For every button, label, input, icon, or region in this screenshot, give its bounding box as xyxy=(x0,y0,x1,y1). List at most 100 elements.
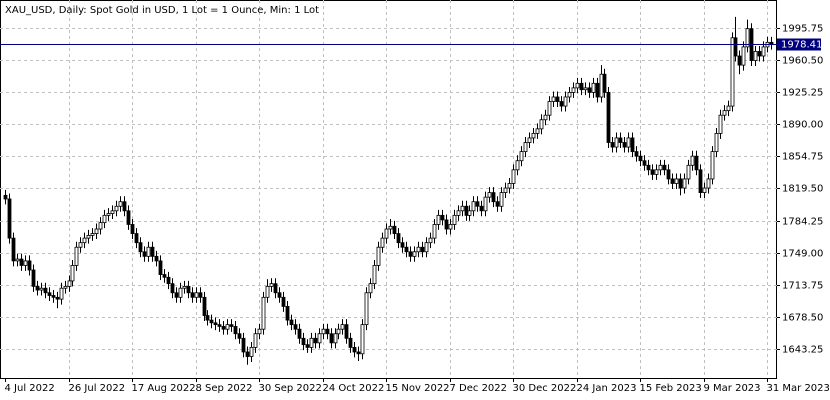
candle-body xyxy=(666,169,671,180)
candle-body xyxy=(579,82,584,91)
candle-body xyxy=(178,287,183,298)
candle-body xyxy=(706,178,711,189)
candle-body xyxy=(730,37,735,107)
candle-body xyxy=(202,296,207,316)
candle-body xyxy=(595,82,600,98)
candle-body xyxy=(23,260,28,266)
candle-body xyxy=(571,87,576,93)
candle-body xyxy=(305,344,310,348)
candle-body xyxy=(539,119,544,130)
candle-body xyxy=(333,333,338,344)
candle-body xyxy=(714,133,719,153)
candle-body xyxy=(515,160,520,171)
candle-body xyxy=(662,164,667,171)
x-tick-label: 4 Jul 2022 xyxy=(5,383,55,394)
candle-body xyxy=(348,337,353,348)
candle-body xyxy=(39,287,44,291)
candle-body xyxy=(166,276,171,285)
candle-body xyxy=(511,169,516,184)
candle-body xyxy=(134,233,139,244)
candle-body xyxy=(336,328,341,335)
candle-body xyxy=(547,101,552,116)
candle-body xyxy=(392,225,397,234)
chart-title: XAU_USD, Daily: Spot Gold in USD, 1 Lot … xyxy=(5,5,319,16)
candle-body xyxy=(19,258,24,266)
candle-body xyxy=(737,55,742,66)
candle-body xyxy=(487,192,492,198)
candle-body xyxy=(741,46,746,66)
candle-body xyxy=(146,246,151,257)
candle-body xyxy=(174,292,179,298)
y-tick-label: 1678.50 xyxy=(782,313,823,324)
candle-body xyxy=(213,322,218,326)
x-tick-label: 30 Dec 2022 xyxy=(513,383,577,394)
x-tick-label: 30 Sep 2022 xyxy=(259,383,322,394)
candle-body xyxy=(122,201,127,212)
candle-body xyxy=(321,328,326,335)
candle-body xyxy=(269,283,274,287)
candle-body xyxy=(186,285,191,294)
candle-body xyxy=(368,283,373,294)
candle-body xyxy=(591,82,596,93)
candle-body xyxy=(440,214,445,221)
candle-body xyxy=(364,292,369,326)
candle-body xyxy=(98,222,103,230)
candle-body xyxy=(694,155,699,171)
candle-body xyxy=(150,246,155,257)
candle-body xyxy=(614,137,619,148)
candle-body xyxy=(670,178,675,184)
candle-body xyxy=(428,237,433,244)
candle-body xyxy=(583,87,588,91)
candle-body xyxy=(622,142,627,148)
candle-body xyxy=(626,137,631,148)
current-price-label: 1978.41 xyxy=(781,40,822,51)
candle-body xyxy=(503,187,508,193)
candle-body xyxy=(340,324,345,330)
candle-body xyxy=(448,224,453,230)
candle-body xyxy=(491,192,496,203)
candle-body xyxy=(237,333,242,339)
candle-body xyxy=(162,274,167,278)
candle-body xyxy=(722,110,727,116)
candle-body xyxy=(599,73,604,98)
candle-body xyxy=(78,242,83,248)
candle-body xyxy=(3,194,8,200)
candle-body xyxy=(90,233,95,236)
candle-body xyxy=(241,337,246,353)
candle-body xyxy=(698,169,703,193)
candle-body xyxy=(404,246,409,253)
candle-body xyxy=(86,234,91,239)
candle-body xyxy=(325,328,330,335)
candle-body xyxy=(650,169,655,175)
current-price-box xyxy=(777,38,821,51)
candle-body xyxy=(225,324,230,330)
x-tick-label: 15 Nov 2022 xyxy=(386,383,450,394)
candle-body xyxy=(658,164,663,171)
candle-body xyxy=(634,151,639,157)
candle-body xyxy=(376,246,381,266)
candle-body xyxy=(209,319,214,324)
y-tick-label: 1643.25 xyxy=(782,345,823,356)
candle-body xyxy=(638,155,643,162)
x-tick-label: 31 Mar 2023 xyxy=(767,383,830,394)
candle-body xyxy=(297,328,302,339)
candle-body xyxy=(253,333,258,348)
candle-body xyxy=(559,101,564,107)
candle-body xyxy=(384,228,389,239)
candle-body xyxy=(499,192,504,207)
candle-body xyxy=(114,205,119,212)
candle-body xyxy=(352,347,357,353)
candle-body xyxy=(249,347,254,357)
candle-body xyxy=(372,265,377,285)
x-tick-label: 8 Sep 2022 xyxy=(196,383,253,394)
candle-body xyxy=(630,137,635,153)
candle-body xyxy=(205,315,210,321)
candle-body xyxy=(265,285,270,298)
candle-body xyxy=(464,205,469,216)
candle-body xyxy=(531,133,536,139)
y-tick-label: 1784.25 xyxy=(782,217,823,228)
candle-body xyxy=(436,214,441,225)
candle-body xyxy=(674,178,679,184)
candle-body xyxy=(483,196,488,212)
